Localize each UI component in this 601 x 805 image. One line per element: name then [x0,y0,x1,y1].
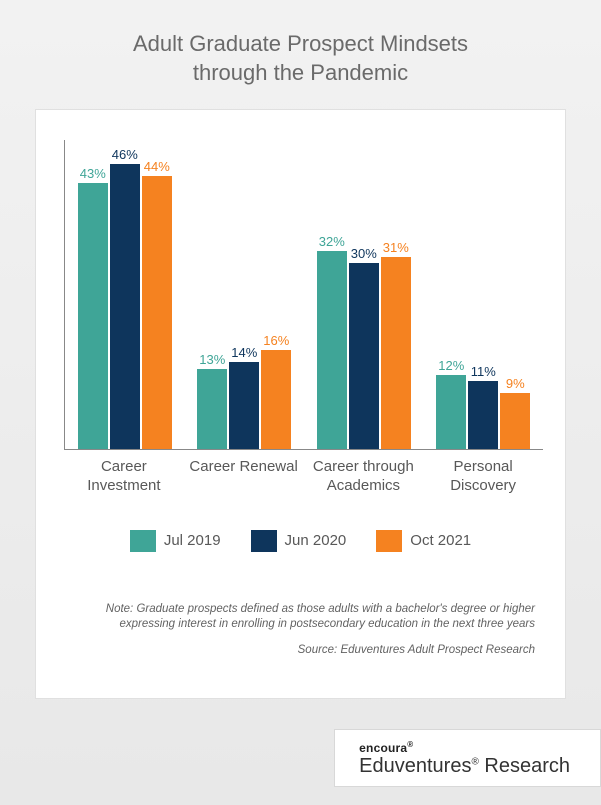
logo-box: encoura® Eduventures® Research [334,729,601,787]
legend-label: Jul 2019 [164,532,221,549]
legend-swatch [130,530,156,552]
legend-label: Oct 2021 [410,532,471,549]
legend-label: Jun 2020 [285,532,347,549]
bar: 43% [78,166,108,450]
bar-value-label: 13% [199,352,225,367]
bar-rect [261,350,291,449]
note-text: Note: Graduate prospects defined as thos… [66,602,535,633]
bar-value-label: 44% [144,159,170,174]
bar-value-label: 16% [263,333,289,348]
bar-value-label: 43% [80,166,106,181]
bar-value-label: 32% [319,234,345,249]
bar: 30% [349,246,379,449]
source-text: Source: Eduventures Adult Prospect Resea… [66,643,535,659]
bar: 31% [381,240,411,449]
bar-rect [436,375,466,449]
legend-item: Jul 2019 [130,530,221,552]
bar-rect [197,369,227,450]
bar-value-label: 46% [112,147,138,162]
bar-value-label: 11% [471,364,496,379]
bar-chart-plot: 43% 46% 44% 13% 14% 16% 32% 30% 31% 12% 11% 9% [64,140,543,450]
bar-group: 13% 14% 16% [197,333,291,449]
bar: 16% [261,333,291,449]
chart-card: 43% 46% 44% 13% 14% 16% 32% 30% 31% 12% 11% 9% Care… [35,109,566,699]
x-axis-label: Career through Academics [308,458,418,496]
legend-item: Jun 2020 [251,530,347,552]
legend-swatch [251,530,277,552]
logo-top-text: encoura [359,741,407,755]
bar-group: 43% 46% 44% [78,147,172,449]
bar: 11% [468,364,498,449]
bar-value-label: 31% [383,240,409,255]
legend-swatch [376,530,402,552]
x-axis-label: Personal Discovery [428,458,538,496]
bar-rect [500,393,530,449]
bar-rect [110,164,140,449]
bar: 14% [229,345,259,449]
bar: 9% [500,376,530,449]
bar-rect [468,381,498,449]
legend: Jul 2019 Jun 2020 Oct 2021 [58,530,543,552]
x-axis-label: Career Investment [69,458,179,496]
bar: 12% [436,358,466,449]
logo-top: encoura® [359,740,570,755]
bar-value-label: 14% [231,345,257,360]
bar: 32% [317,234,347,449]
bar-group: 32% 30% 31% [317,234,411,449]
footnotes: Note: Graduate prospects defined as thos… [58,602,543,659]
page-title: Adult Graduate Prospect Mindsets through… [35,30,566,87]
bar: 44% [142,159,172,449]
x-axis-label: Career Renewal [189,458,299,496]
legend-item: Oct 2021 [376,530,471,552]
bar-value-label: 30% [351,246,377,261]
bar-rect [317,251,347,449]
bar-rect [142,176,172,449]
bar-rect [349,263,379,449]
bar-value-label: 12% [438,358,464,373]
bar-rect [78,183,108,450]
page: Adult Graduate Prospect Mindsets through… [0,0,601,805]
title-line-2: through the Pandemic [193,60,408,85]
bar-group: 12% 11% 9% [436,358,530,449]
bar-rect [381,257,411,449]
bar-groups: 43% 46% 44% 13% 14% 16% 32% 30% 31% 12% 11% 9% [65,140,543,449]
x-axis: Career Investment Career RenewalCareer th… [64,458,543,496]
logo-bottom: Eduventures® Research [359,755,570,778]
bar-rect [229,362,259,449]
bar-value-label: 9% [506,376,525,391]
bar: 13% [197,352,227,450]
bar: 46% [110,147,140,449]
title-line-1: Adult Graduate Prospect Mindsets [133,31,468,56]
